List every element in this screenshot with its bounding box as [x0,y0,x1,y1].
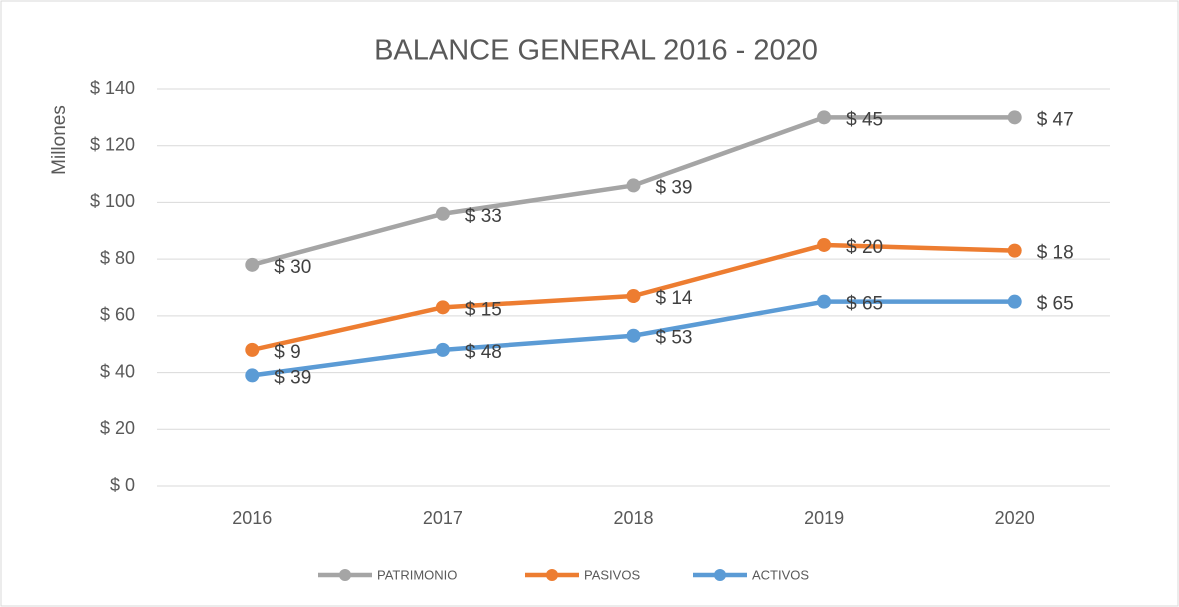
data-point [435,300,450,315]
data-point [245,342,260,357]
data-point [1007,243,1022,258]
legend-label: PATRIMONIO [377,567,457,582]
data-label: $ 30 [274,257,311,278]
data-label: $ 45 [846,109,883,130]
y-tick-label: $ 60 [100,305,135,325]
data-point [817,110,832,125]
data-point [245,257,260,272]
x-tick-label: 2020 [995,508,1035,528]
data-point [245,368,260,383]
data-label: $ 48 [465,342,502,363]
data-label: $ 39 [274,367,311,388]
y-tick-label: $ 100 [90,191,135,211]
y-tick-label: $ 0 [110,475,135,495]
x-tick-label: 2018 [613,508,653,528]
data-label: $ 9 [274,342,300,363]
data-point [435,342,450,357]
y-tick-label: $ 20 [100,418,135,438]
data-point [626,289,641,304]
data-label: $ 14 [656,288,693,309]
chart-title: BALANCE GENERAL 2016 - 2020 [374,35,818,67]
legend-marker [714,569,726,581]
data-point [1007,294,1022,309]
y-tick-label: $ 140 [90,78,135,98]
data-point [817,294,832,309]
data-point [626,178,641,193]
data-point [435,206,450,221]
data-label: $ 33 [465,206,502,227]
x-tick-label: 2017 [423,508,463,528]
data-label: $ 47 [1037,109,1074,130]
x-tick-label: 2019 [804,508,844,528]
y-tick-label: $ 80 [100,248,135,268]
legend-marker [339,569,351,581]
data-label: $ 65 [1037,294,1074,315]
data-label: $ 39 [656,177,693,198]
data-label: $ 65 [846,294,883,315]
data-point [817,237,832,252]
data-label: $ 15 [465,299,502,320]
legend-label: ACTIVOS [752,567,809,582]
y-axis-label: Millones [49,105,70,175]
data-label: $ 20 [846,237,883,258]
data-label: $ 18 [1037,243,1074,264]
y-tick-label: $ 40 [100,361,135,381]
x-tick-label: 2016 [232,508,272,528]
legend-marker [546,569,558,581]
data-point [626,328,641,343]
legend-label: PASIVOS [584,567,640,582]
data-label: $ 53 [656,328,693,349]
data-point [1007,110,1022,125]
y-tick-label: $ 120 [90,134,135,154]
